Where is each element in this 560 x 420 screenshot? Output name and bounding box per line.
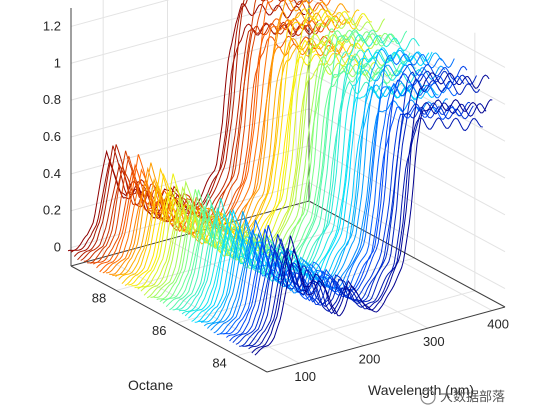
x-axis-label: Wavelength (nm) [368, 382, 474, 398]
series-line [232, 101, 471, 343]
y-axis-label: Octane [128, 377, 173, 393]
watermark-icon [420, 389, 436, 405]
z-tick-label: 0.4 [43, 166, 61, 181]
grid-line [70, 34, 310, 101]
grid-line [308, 71, 506, 179]
watermark: 大数据部落 [420, 389, 505, 405]
grid-line [379, 0, 506, 68]
grid-line [70, 0, 305, 64]
z-tick-label: 0.2 [43, 203, 61, 218]
z-tick-label: 1.2 [43, 18, 61, 33]
z-tick-label: 1 [54, 55, 61, 70]
x-tick-label: 100 [294, 369, 316, 384]
x-tick-label: 400 [487, 317, 509, 332]
z-tick-label: 0 [54, 240, 61, 255]
series-line [242, 77, 481, 347]
x-tick-label: 200 [359, 352, 381, 367]
grid-line [70, 0, 170, 27]
y-tick-label: 84 [212, 356, 226, 371]
x-tick-label: 300 [423, 334, 445, 349]
series-line [254, 98, 493, 356]
y-tick-label: 88 [92, 291, 106, 306]
grid-line [236, 290, 475, 357]
z-tick-label: 0.6 [43, 129, 61, 144]
grid-line [295, 204, 493, 311]
grid-line [70, 71, 310, 138]
y-tick-label: 86 [152, 323, 166, 338]
series-line [223, 106, 461, 335]
grid-line [311, 0, 506, 105]
y-axis-line [70, 265, 268, 373]
series-line [194, 47, 433, 323]
watermark-text: 大数据部落 [440, 389, 505, 404]
x-axis-line [266, 306, 506, 373]
tick-labels: 0 0.2 0.4 0.6 0.8 1 1.2 84 86 88 100 200 300 400 [43, 18, 509, 384]
axis-edge [308, 200, 506, 308]
series-line [248, 102, 487, 350]
series-line [143, 34, 382, 296]
series-group [67, 0, 493, 356]
z-tick-label: 0.8 [43, 92, 61, 107]
